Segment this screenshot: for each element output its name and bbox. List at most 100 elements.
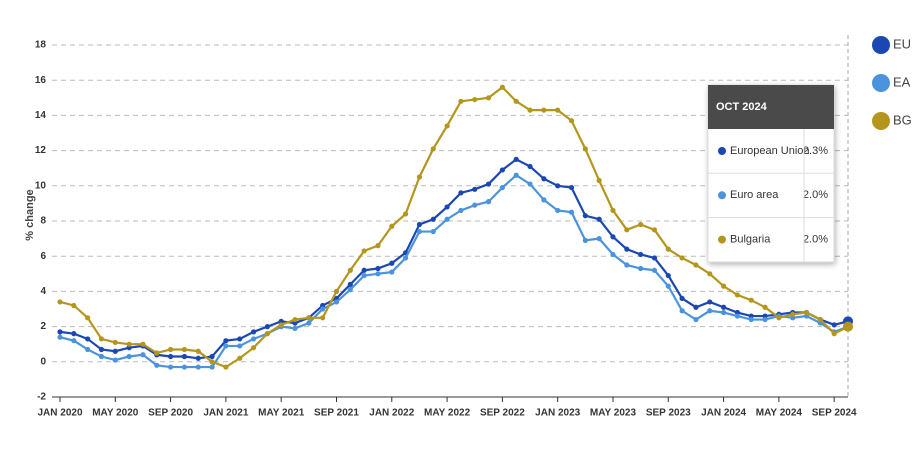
point	[264, 331, 270, 337]
point	[278, 322, 284, 328]
point	[223, 364, 229, 370]
y-tick-label: 12	[35, 145, 47, 156]
point	[98, 346, 105, 353]
point	[734, 313, 741, 319]
point	[98, 353, 105, 360]
point	[223, 343, 229, 349]
point	[361, 248, 367, 254]
point	[707, 308, 713, 314]
point	[181, 346, 188, 353]
point	[499, 167, 505, 173]
point	[154, 362, 160, 368]
point	[57, 334, 63, 340]
point	[624, 246, 630, 252]
x-tick-label: JAN 2023	[535, 408, 580, 419]
point	[527, 181, 533, 187]
point	[555, 183, 561, 189]
point	[237, 343, 243, 349]
point	[57, 299, 63, 305]
point	[748, 297, 754, 303]
y-tick-label: 4	[40, 286, 46, 297]
point	[568, 209, 575, 215]
point	[375, 271, 381, 277]
point	[195, 364, 201, 370]
tooltip-marker	[718, 191, 726, 200]
point	[803, 309, 810, 316]
point	[582, 146, 588, 152]
point	[499, 84, 505, 90]
point	[472, 96, 478, 103]
point	[513, 172, 519, 178]
point	[320, 315, 326, 321]
point	[430, 216, 436, 222]
point	[167, 353, 174, 360]
point	[458, 190, 464, 196]
point	[541, 176, 547, 182]
legend-marker	[872, 112, 890, 130]
point	[126, 341, 132, 347]
tooltip-header	[708, 85, 834, 129]
point	[762, 304, 768, 310]
point	[167, 346, 174, 353]
point	[85, 315, 91, 321]
point	[596, 216, 602, 222]
point	[430, 146, 436, 152]
point	[651, 227, 658, 233]
point	[541, 197, 547, 203]
point	[250, 345, 257, 351]
point	[596, 177, 602, 184]
point	[112, 357, 118, 363]
x-tick-label: SEP 2020	[148, 408, 193, 419]
point	[416, 221, 423, 228]
x-tick-label: JAN 2022	[369, 408, 414, 419]
y-tick-label: 2	[40, 321, 46, 332]
point	[57, 329, 63, 335]
series-line	[59, 85, 849, 369]
y-tick-label: 0	[40, 356, 46, 367]
point	[209, 364, 215, 370]
point	[720, 283, 727, 289]
point	[458, 207, 464, 214]
point	[181, 353, 188, 360]
point	[734, 292, 741, 298]
point	[375, 265, 381, 272]
point	[181, 364, 188, 370]
point	[624, 227, 630, 233]
legend-label: EA	[893, 74, 911, 89]
point	[485, 199, 492, 205]
point	[555, 107, 561, 113]
point	[485, 181, 492, 187]
point	[416, 174, 423, 180]
point	[209, 359, 215, 365]
point	[361, 272, 367, 279]
point	[707, 271, 713, 277]
point	[195, 348, 201, 354]
point	[665, 272, 671, 279]
point	[638, 251, 644, 258]
point	[85, 346, 91, 353]
point	[582, 213, 588, 219]
point	[499, 184, 505, 191]
point	[568, 118, 575, 124]
point	[112, 339, 118, 346]
point	[195, 355, 201, 361]
point	[98, 336, 105, 342]
point	[693, 304, 699, 310]
point	[403, 211, 409, 217]
point	[665, 283, 671, 289]
tooltip-marker	[718, 147, 726, 155]
x-tick-label: JAN 2021	[203, 408, 248, 419]
point	[71, 338, 77, 344]
series-line	[59, 158, 849, 360]
point	[472, 186, 478, 192]
point	[831, 322, 837, 328]
point	[610, 207, 616, 214]
x-tick-label: SEP 2023	[646, 408, 691, 419]
tooltip-marker	[718, 235, 726, 244]
y-tick-label: 18	[35, 40, 47, 51]
tooltip-label: Bulgaria	[730, 234, 771, 246]
x-tick-label: MAY 2023	[590, 408, 637, 419]
tooltip-label: Euro area	[730, 189, 779, 201]
point	[347, 287, 353, 293]
point	[292, 316, 298, 323]
